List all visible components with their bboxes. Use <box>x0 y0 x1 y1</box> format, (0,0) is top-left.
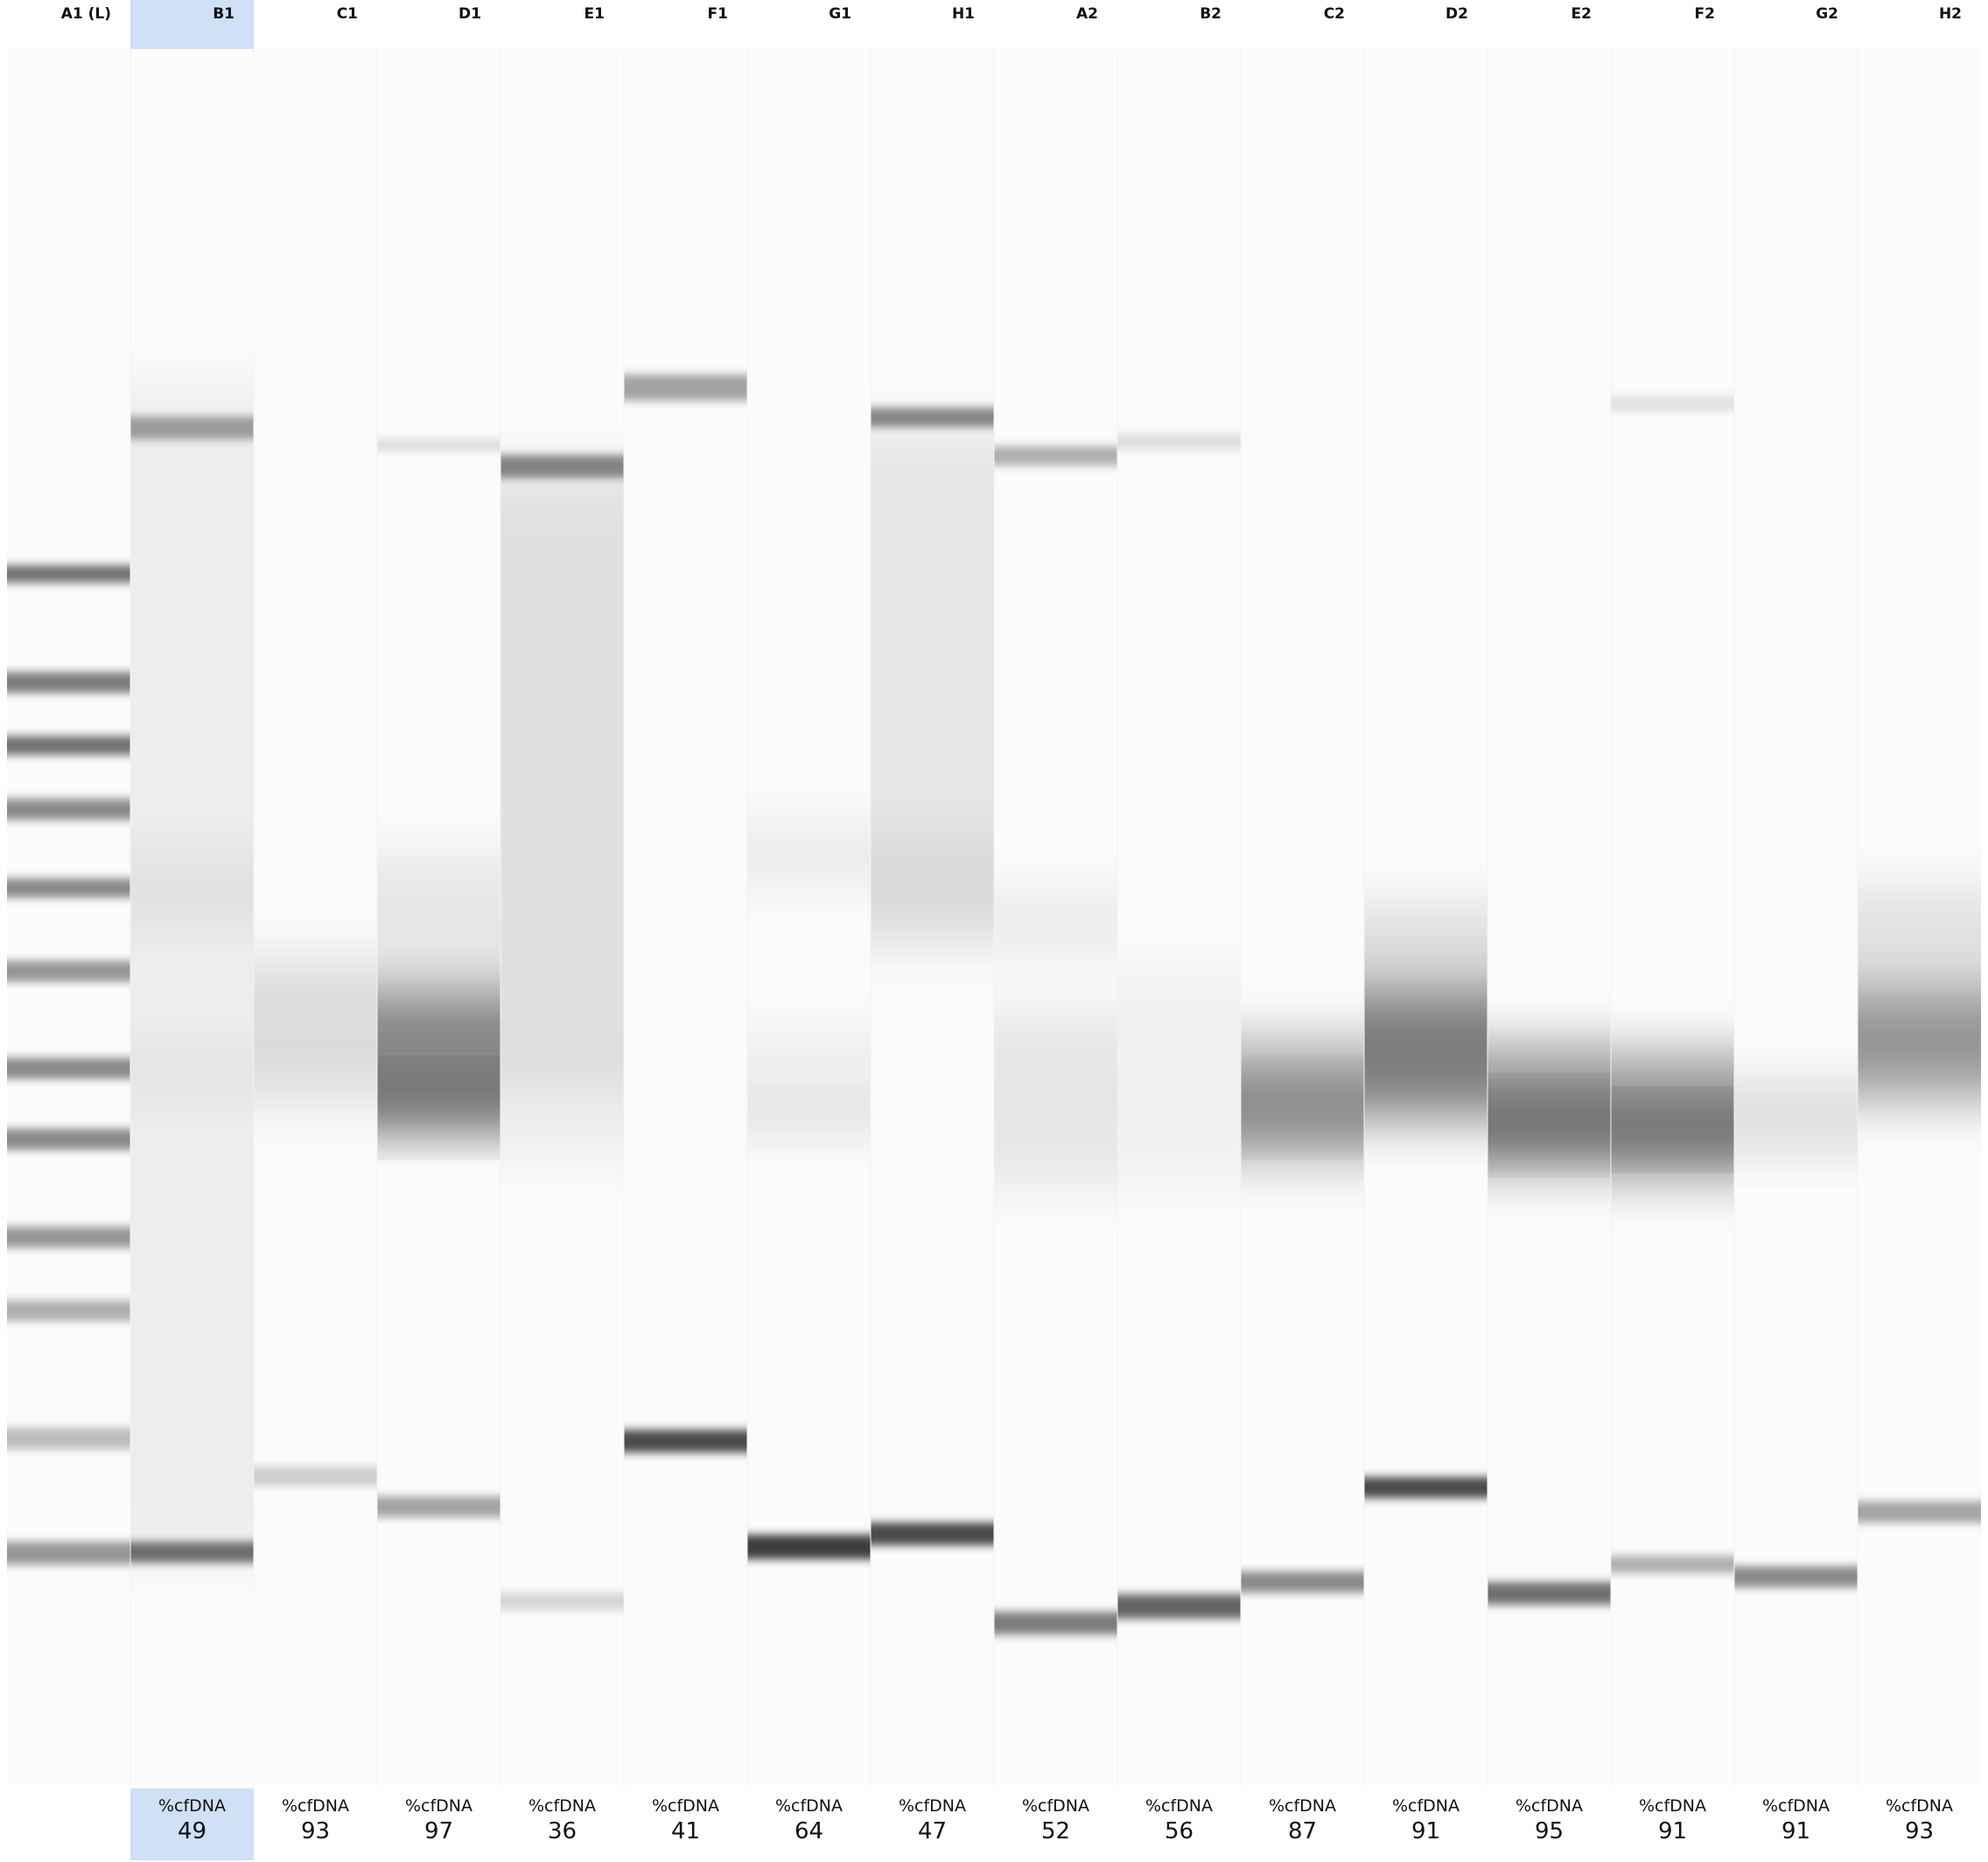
lane-header-g1[interactable]: G1 <box>829 5 851 23</box>
lane-e1 <box>500 49 624 1785</box>
lane-header-b2[interactable]: B2 <box>1200 5 1222 23</box>
percent-cfdna-label: %cfDNA <box>1144 1796 1214 1816</box>
percent-cfdna-label: %cfDNA <box>404 1796 473 1816</box>
lane-f2 <box>1611 49 1734 1785</box>
percent-cfdna-label: %cfDNA <box>774 1796 844 1816</box>
lane-h1 <box>871 49 994 1785</box>
lane-h2 <box>1858 49 1981 1785</box>
lane-f1 <box>624 49 747 1785</box>
gel-lanes <box>7 49 1981 1785</box>
percent-cfdna-value: 95 <box>1534 1818 1564 1844</box>
percent-cfdna-cell[interactable]: %cfDNA 87 <box>1241 1788 1364 1860</box>
percent-cfdna-row: %cfDNA 49 %cfDNA 93 %cfDNA 97 %cfDNA 36 %cfDNA 41… <box>0 1788 1988 1862</box>
percent-cfdna-cell[interactable]: %cfDNA 41 <box>624 1788 747 1860</box>
percent-cfdna-cell[interactable]: %cfDNA 36 <box>500 1788 624 1860</box>
percent-cfdna-label: %cfDNA <box>1268 1796 1337 1816</box>
lane-header-c1[interactable]: C1 <box>336 5 358 23</box>
lane-header-h1[interactable]: H1 <box>951 5 975 23</box>
lane-header-c2[interactable]: C2 <box>1323 5 1345 23</box>
percent-cfdna-value: 91 <box>1657 1818 1688 1844</box>
percent-cfdna-value: 36 <box>547 1818 578 1844</box>
percent-cfdna-label: %cfDNA <box>1515 1796 1584 1816</box>
gel-image <box>7 49 1981 1785</box>
percent-cfdna-label: %cfDNA <box>651 1796 720 1816</box>
lane-header-b1[interactable]: B1 <box>130 0 254 49</box>
lane-b2 <box>1117 49 1241 1785</box>
percent-cfdna-cell[interactable]: %cfDNA 64 <box>747 1788 871 1860</box>
percent-cfdna-cell[interactable]: %cfDNA 95 <box>1488 1788 1611 1860</box>
percent-cfdna-value: 91 <box>1410 1818 1441 1844</box>
percent-cfdna-cell[interactable]: %cfDNA 47 <box>871 1788 994 1860</box>
lane-a2 <box>994 49 1117 1785</box>
percent-cfdna-label: %cfDNA <box>158 1796 227 1816</box>
lane-e2 <box>1488 49 1611 1785</box>
lane-header-row: A1 (L) B1 C1 D1 E1 F1 G1 H1 A2 B2 C2 D2 E2 F2 G2 H2 <box>0 0 1988 49</box>
percent-cfdna-value: 91 <box>1781 1818 1811 1844</box>
lane-header-e1[interactable]: E1 <box>584 5 605 23</box>
percent-cfdna-cell[interactable]: %cfDNA 49 <box>130 1788 254 1860</box>
lane-b1 <box>130 49 254 1785</box>
lane-header-e2[interactable]: E2 <box>1571 5 1592 23</box>
percent-cfdna-label: %cfDNA <box>281 1796 350 1816</box>
percent-cfdna-cell[interactable]: %cfDNA 93 <box>254 1788 377 1860</box>
percent-cfdna-value: 41 <box>670 1818 701 1844</box>
lane-a1-l <box>7 49 130 1785</box>
percent-cfdna-cell[interactable]: %cfDNA 97 <box>377 1788 500 1860</box>
lane-header-g2[interactable]: G2 <box>1816 5 1838 23</box>
percent-cfdna-value: 56 <box>1164 1818 1194 1844</box>
lane-header-a2[interactable]: A2 <box>1076 5 1098 23</box>
percent-cfdna-cell[interactable]: %cfDNA 91 <box>1364 1788 1488 1860</box>
percent-cfdna-label: %cfDNA <box>1638 1796 1707 1816</box>
percent-cfdna-value: 93 <box>300 1818 331 1844</box>
lane-g1 <box>747 49 871 1785</box>
percent-cfdna-label: %cfDNA <box>1391 1796 1460 1816</box>
percent-cfdna-cell[interactable]: %cfDNA 91 <box>1611 1788 1734 1860</box>
lane-c2 <box>1241 49 1364 1785</box>
percent-cfdna-label: %cfDNA <box>898 1796 967 1816</box>
percent-cfdna-label: %cfDNA <box>1885 1796 1954 1816</box>
lane-d1 <box>377 49 500 1785</box>
percent-cfdna-cell[interactable]: %cfDNA 52 <box>994 1788 1117 1860</box>
percent-cfdna-cell[interactable]: %cfDNA 56 <box>1117 1788 1241 1860</box>
percent-cfdna-value: 52 <box>1040 1818 1071 1844</box>
percent-cfdna-label: %cfDNA <box>1021 1796 1090 1816</box>
lane-d2 <box>1364 49 1488 1785</box>
lane-header-a1-l[interactable]: A1 (L) <box>60 5 111 23</box>
percent-cfdna-cell[interactable]: %cfDNA 93 <box>1858 1788 1981 1860</box>
lane-header-h2[interactable]: H2 <box>1938 5 1962 23</box>
percent-cfdna-label: %cfDNA <box>528 1796 597 1816</box>
lane-header-d1[interactable]: D1 <box>458 5 481 23</box>
lane-header-f1[interactable]: F1 <box>707 5 728 23</box>
percent-cfdna-label: %cfDNA <box>1761 1796 1830 1816</box>
lane-header-f2[interactable]: F2 <box>1694 5 1715 23</box>
percent-cfdna-cell[interactable]: %cfDNA 91 <box>1734 1788 1858 1860</box>
lane-header-d2[interactable]: D2 <box>1446 5 1468 23</box>
percent-cfdna-value: 97 <box>424 1818 454 1844</box>
lane-c1 <box>254 49 377 1785</box>
percent-cfdna-value: 87 <box>1287 1818 1318 1844</box>
lane-g2 <box>1734 49 1858 1785</box>
percent-cfdna-value: 47 <box>917 1818 948 1844</box>
percent-cfdna-value: 49 <box>177 1818 207 1844</box>
percent-cfdna-value: 93 <box>1904 1818 1935 1844</box>
percent-cfdna-value: 64 <box>794 1818 824 1844</box>
